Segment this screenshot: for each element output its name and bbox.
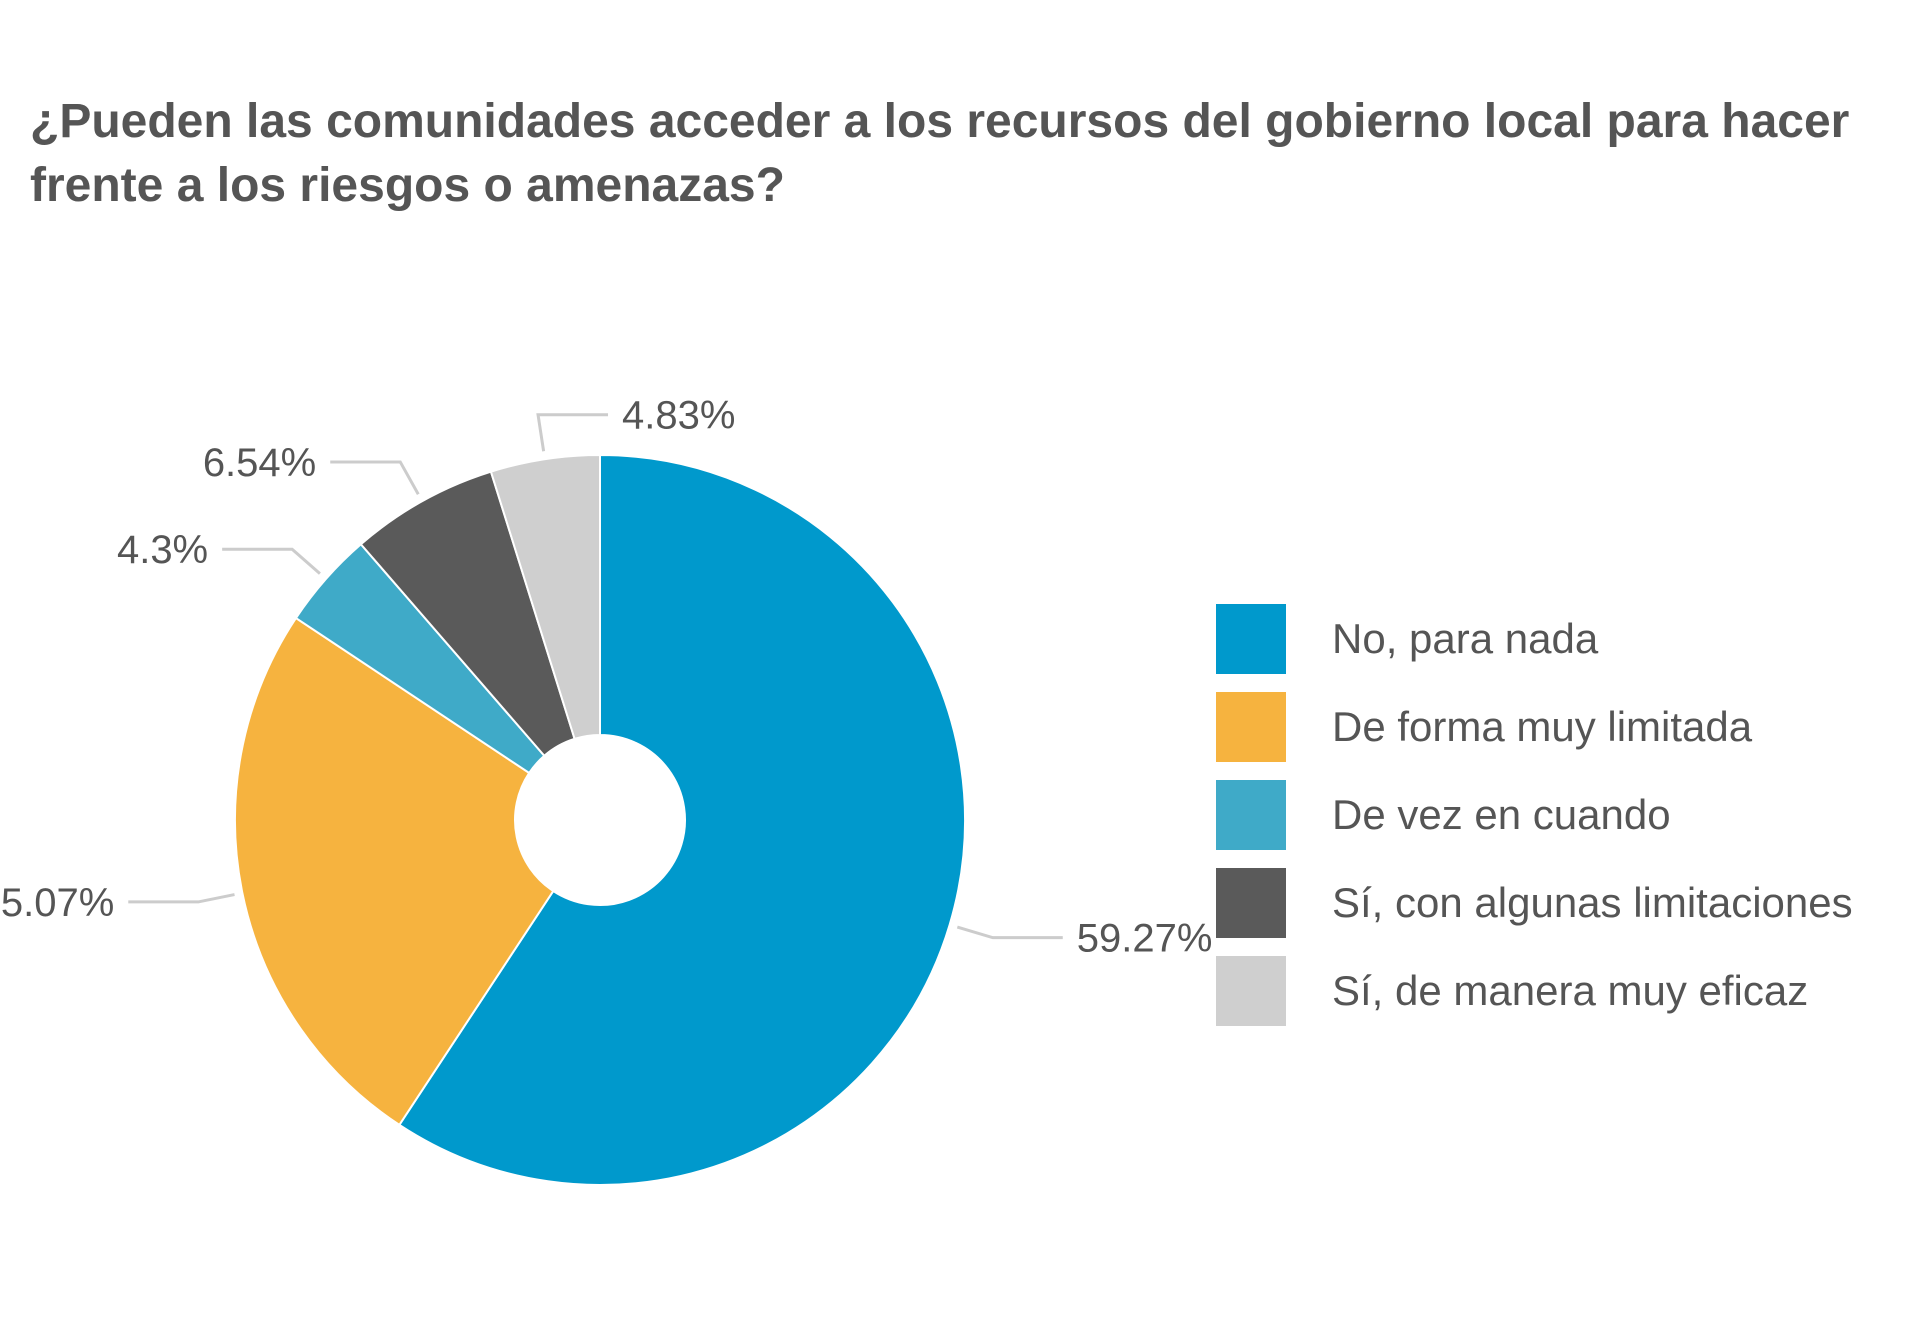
legend-swatch bbox=[1216, 956, 1286, 1026]
data-label: 6.54% bbox=[203, 441, 316, 485]
legend-item-de-forma-muy-limitada: De forma muy limitada bbox=[1216, 692, 1916, 762]
legend-item-de-vez-en-cuando: De vez en cuando bbox=[1216, 780, 1916, 850]
legend-swatch bbox=[1216, 868, 1286, 938]
leader-line bbox=[222, 547, 321, 575]
legend-swatch bbox=[1216, 692, 1286, 762]
leader-line bbox=[330, 460, 420, 495]
legend-item-si-de-manera-muy-eficaz: Sí, de manera muy eficaz bbox=[1216, 956, 1916, 1026]
legend-label: Sí, de manera muy eficaz bbox=[1332, 967, 1809, 1014]
data-label: 59.27% bbox=[1077, 917, 1213, 961]
data-label: 4.83% bbox=[622, 394, 735, 438]
leader-line bbox=[536, 413, 609, 452]
slice-de-forma-muy-limitada bbox=[234, 616, 555, 1127]
legend-item-no-para-nada: No, para nada bbox=[1216, 604, 1916, 674]
legend-swatch bbox=[1216, 780, 1286, 850]
legend-label: De vez en cuando bbox=[1332, 791, 1671, 838]
slice-sí-de-manera-muy-eficaz bbox=[489, 453, 601, 741]
slice-sí-con-algunas-limitaciones bbox=[359, 470, 576, 758]
legend-label: Sí, con algunas limitaciones bbox=[1332, 879, 1853, 926]
leader-line bbox=[128, 893, 235, 904]
legend-item-si-con-algunas-limitaciones: Sí, con algunas limitaciones bbox=[1216, 868, 1916, 938]
data-label: 25.07% bbox=[0, 881, 114, 925]
chart-title: ¿Pueden las comunidades acceder a los re… bbox=[30, 95, 1850, 212]
slice-no-para-nada bbox=[397, 453, 966, 1186]
legend-swatch bbox=[1216, 604, 1286, 674]
legend-label: De forma muy limitada bbox=[1332, 703, 1753, 750]
data-label: 4.3% bbox=[117, 528, 208, 572]
legend-label: No, para nada bbox=[1332, 615, 1599, 662]
leader-line bbox=[956, 925, 1063, 940]
